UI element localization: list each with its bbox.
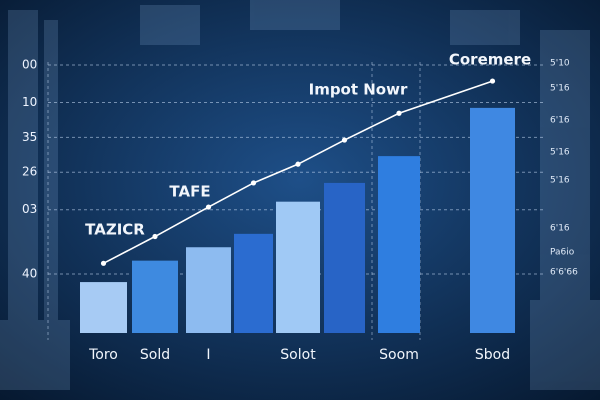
right-label: 6'16: [550, 116, 570, 126]
line-point: [152, 233, 158, 240]
bar: [276, 201, 320, 333]
line-point: [396, 110, 402, 116]
x-tick-label: Sold: [140, 347, 170, 363]
right-label: Pa6io: [550, 248, 575, 258]
right-label: 6'16: [550, 224, 570, 234]
line-point: [205, 204, 212, 210]
y-tick-label: 35: [22, 130, 37, 144]
y-tick-label: 40: [22, 267, 37, 281]
right-label: 5'16: [550, 148, 570, 158]
right-label: 5'16: [550, 176, 570, 186]
y-tick-label: 26: [22, 165, 37, 179]
y-tick-label: 00: [22, 58, 37, 72]
bar: [234, 233, 273, 333]
ticker-backdrop: [0, 0, 600, 390]
line-series: [103, 80, 493, 265]
x-tick-label: Solot: [280, 347, 316, 363]
annotation: Impot Nowr: [309, 81, 408, 99]
x-tick-label: Sbod: [475, 347, 510, 363]
bar: [470, 107, 515, 333]
line-point: [489, 78, 496, 84]
right-label: 5'10: [550, 59, 570, 69]
bar: [186, 247, 231, 333]
bar: [378, 156, 420, 333]
annotation: TAFE: [169, 183, 210, 201]
annotation: Coremere: [449, 51, 531, 69]
y-tick-label: 03: [22, 202, 37, 216]
y-tick-label: 10: [22, 95, 37, 109]
line-point: [295, 161, 301, 167]
x-tick-label: Toro: [88, 347, 118, 363]
right-label: 5'16: [550, 84, 570, 94]
annotation: TAZICR: [85, 221, 145, 239]
bar: [132, 260, 178, 333]
x-tick-label: I: [206, 347, 210, 363]
bar: [324, 182, 365, 333]
line-point: [100, 260, 107, 266]
x-tick-label: Soom: [379, 347, 419, 363]
bar: [80, 282, 127, 333]
line-point: [250, 180, 257, 186]
line-point: [341, 137, 348, 143]
right-label: 6'6'66: [550, 268, 578, 278]
